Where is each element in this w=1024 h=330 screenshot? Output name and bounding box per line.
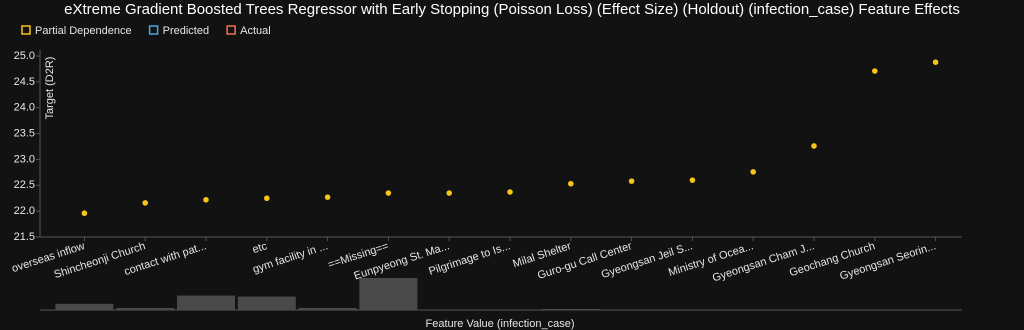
- point: [932, 59, 939, 66]
- point: [446, 190, 453, 196]
- point: [507, 189, 513, 195]
- y-tick-label: 21.5: [14, 231, 35, 243]
- histogram-bar: [237, 296, 296, 310]
- legend-label: Partial Dependence: [35, 25, 132, 37]
- y-axis-label: Target (D2R): [44, 57, 56, 120]
- point: [872, 68, 878, 74]
- y-tick-label: 22.5: [14, 179, 35, 191]
- histogram-bar: [116, 307, 175, 310]
- y-tick-label: 22.0: [14, 205, 35, 217]
- legend-label: Predicted: [163, 25, 209, 37]
- x-tick-label: etc: [251, 240, 269, 256]
- histogram-bar: [541, 308, 600, 310]
- x-axis-label: Feature Value (infection_case): [426, 318, 575, 330]
- point: [81, 210, 88, 217]
- legend-swatch: [148, 25, 159, 35]
- point: [203, 196, 209, 203]
- legend-swatch: [21, 25, 31, 35]
- histogram-bar: [177, 295, 235, 310]
- point: [264, 195, 270, 202]
- point: [689, 177, 696, 183]
- legend-swatch: [226, 25, 236, 35]
- y-tick-label: 23.5: [14, 127, 35, 139]
- point: [811, 143, 817, 149]
- point: [385, 190, 392, 196]
- legend-label: Actual: [240, 25, 271, 37]
- chart-title: eXtreme Gradient Boosted Trees Regressor…: [64, 1, 960, 18]
- y-tick-label: 24.0: [14, 102, 35, 114]
- point: [628, 178, 635, 184]
- point: [142, 200, 148, 206]
- histogram-bar: [359, 278, 418, 310]
- point: [750, 169, 756, 175]
- y-tick-label: 23.0: [14, 153, 35, 165]
- histogram-bar: [55, 303, 114, 310]
- histogram-bar: [298, 307, 357, 310]
- point: [324, 194, 331, 200]
- y-tick-label: 25.0: [14, 50, 35, 62]
- point: [568, 180, 574, 187]
- y-tick-label: 24.5: [14, 76, 35, 88]
